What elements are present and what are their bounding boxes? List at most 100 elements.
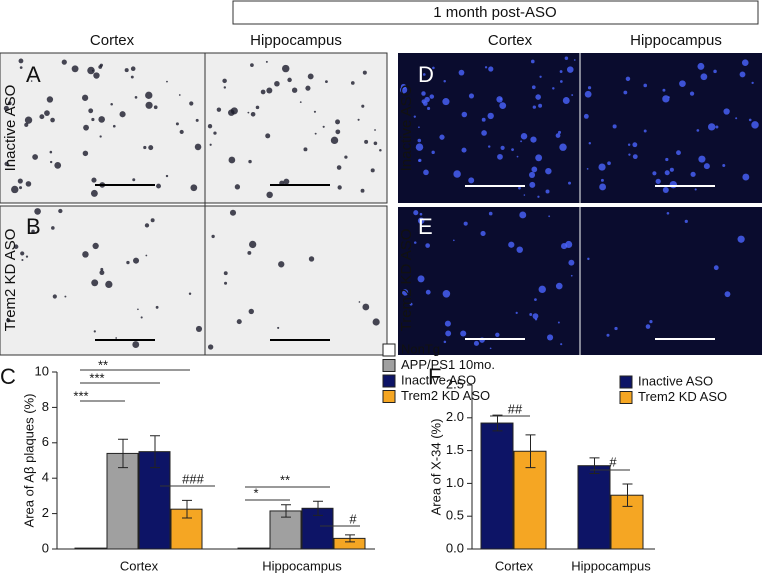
legend-swatch (382, 343, 396, 357)
plaque (54, 161, 62, 169)
plaque (58, 208, 63, 214)
plaque (571, 94, 574, 97)
error-bar (589, 457, 600, 475)
plaque (247, 250, 252, 255)
plaque (145, 101, 153, 109)
plaque (336, 165, 342, 170)
plaque (557, 321, 560, 324)
plaque (194, 143, 202, 151)
plaque (586, 167, 589, 170)
legend-label: Trem2 KD ASO (638, 389, 727, 404)
plaque (461, 111, 468, 118)
plaque (442, 290, 451, 298)
plaque (444, 320, 451, 327)
plaque (230, 107, 238, 115)
plaque (573, 59, 576, 61)
plaque (468, 93, 475, 99)
plaque (545, 167, 552, 175)
plaque (418, 158, 422, 163)
plaque (266, 87, 273, 94)
error-bar (150, 435, 160, 469)
plaque (287, 77, 292, 83)
x-tick-label: Cortex (120, 558, 159, 573)
plaque (643, 129, 647, 133)
plaque (535, 94, 541, 100)
plaque (713, 69, 717, 74)
plaque (497, 153, 503, 160)
plaque (337, 185, 342, 190)
plaque (165, 174, 169, 178)
error-bar (118, 438, 128, 469)
plaque (488, 211, 493, 216)
plaque (598, 163, 606, 171)
plaque (150, 218, 155, 223)
plaque (248, 308, 254, 315)
plaque (421, 91, 426, 96)
plaque (548, 215, 551, 218)
plaque (115, 337, 118, 339)
plaque (499, 102, 507, 109)
plaque (500, 145, 505, 150)
bar (106, 452, 139, 550)
plaque (665, 157, 669, 162)
plaque (34, 208, 41, 215)
plaque (283, 178, 290, 185)
plaque (555, 133, 561, 138)
plaque (723, 108, 730, 115)
plaque (145, 254, 148, 257)
bar (237, 547, 270, 550)
plaque (50, 117, 55, 123)
plaque (538, 285, 546, 294)
legend-label: NonTg (401, 341, 440, 356)
plaque (17, 178, 23, 184)
plaque (132, 341, 140, 348)
plaque (413, 115, 416, 118)
plaque (531, 85, 536, 90)
plaque (260, 89, 266, 95)
plaque (481, 117, 486, 122)
plaque (195, 118, 199, 122)
plaque (495, 332, 500, 337)
plaque (418, 126, 420, 129)
plaque (93, 72, 100, 79)
plaque (91, 177, 97, 183)
significance-mark: ### (182, 471, 204, 486)
error-bar (345, 534, 355, 543)
legend-label: Inactive ASO (401, 372, 476, 387)
plaque (529, 181, 536, 188)
plaque (453, 170, 461, 178)
plaque (255, 105, 260, 110)
plaque (545, 189, 550, 194)
significance-mark: *** (89, 370, 104, 385)
plaque (100, 267, 104, 271)
plaque (83, 124, 89, 131)
plaque (137, 308, 139, 311)
plaque (649, 319, 653, 324)
plaque (461, 147, 467, 153)
plaque (667, 96, 670, 99)
plaque (223, 271, 228, 276)
panel-label: E (418, 214, 433, 239)
plaque (570, 274, 573, 277)
plaque (49, 160, 53, 164)
plaque (669, 167, 674, 172)
plaque (423, 169, 429, 176)
plaque (489, 347, 492, 350)
plaque (362, 70, 367, 75)
plaque (211, 234, 215, 239)
plaque (587, 86, 592, 90)
legend-swatch (382, 359, 396, 372)
plaque (724, 291, 731, 298)
significance-mark: * (253, 485, 258, 500)
plaque (143, 145, 147, 150)
plaque (532, 105, 537, 109)
plaque (484, 66, 488, 69)
row-label: Trem2 KD ASO (2, 229, 19, 332)
plaque (587, 257, 590, 261)
plaque (419, 212, 423, 216)
plaque (305, 85, 311, 91)
plaque (277, 326, 280, 329)
plaque (443, 340, 447, 344)
plaque (25, 255, 29, 258)
plaque (216, 107, 222, 112)
